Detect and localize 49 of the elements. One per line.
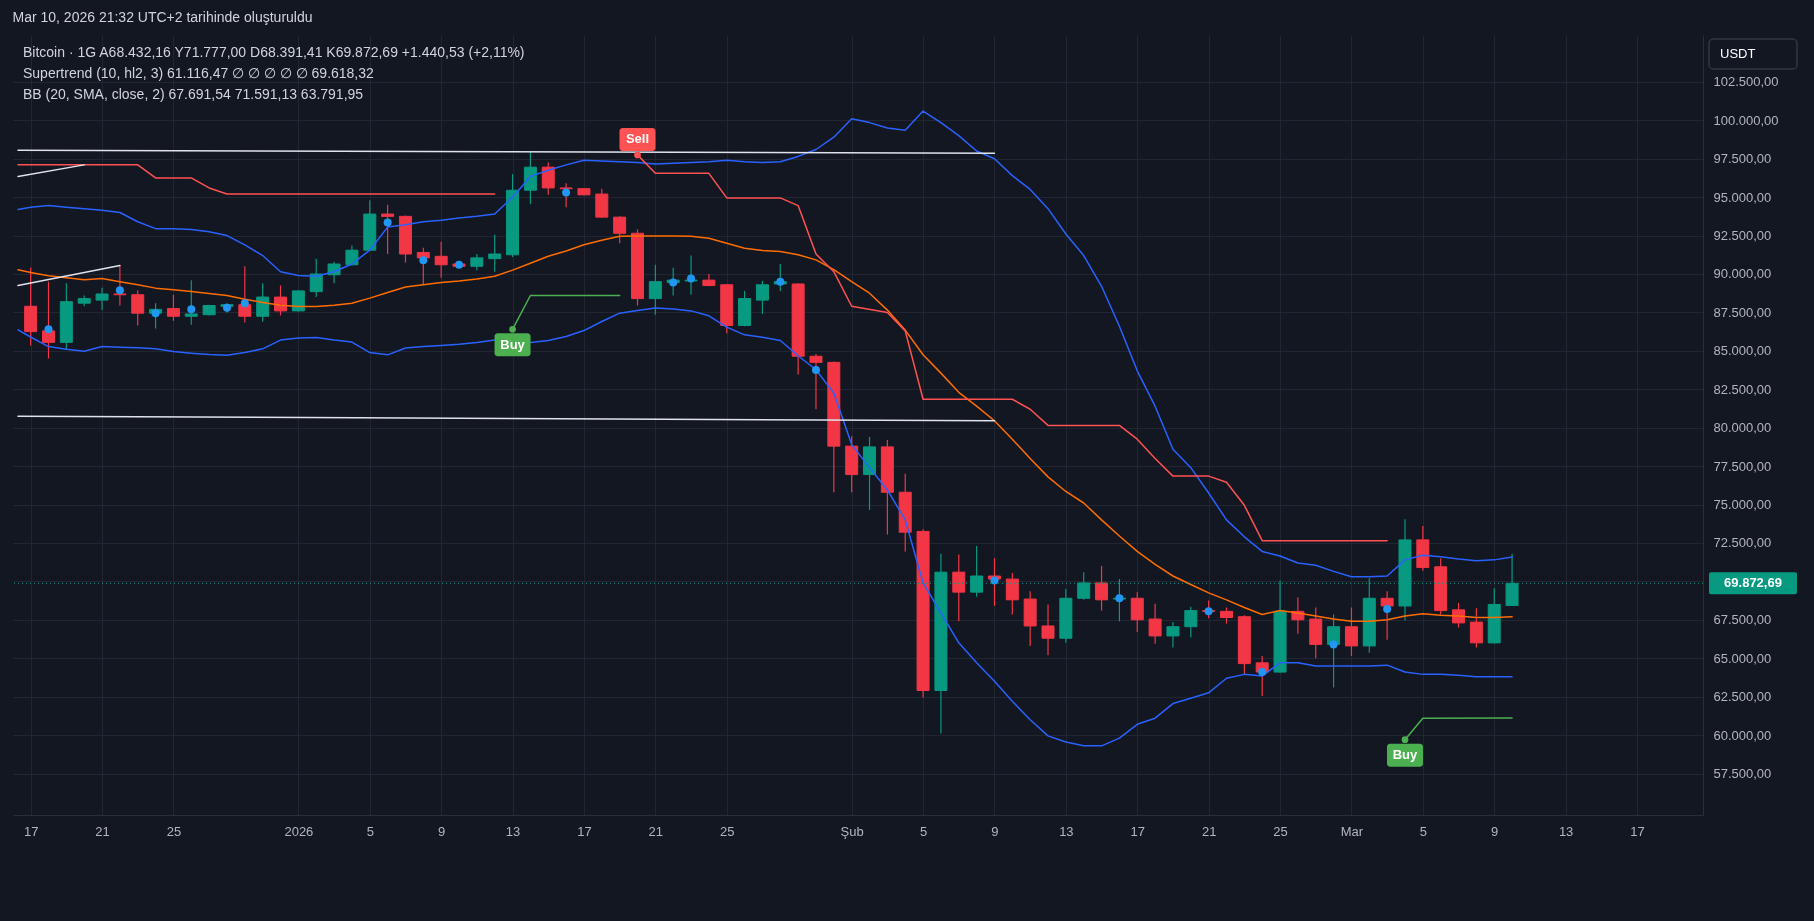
x-tick-label: 17 [577,823,592,839]
annotation: Supertrend (10, hl2, 3) 61.116,47 ∅ ∅ ∅ ∅ ∅ 69.618,32 [23,65,375,81]
y-tick-label: 90.000,00 [1713,266,1772,282]
y-tick-label: 97.500,00 [1713,151,1772,167]
ref-line-label: 69.872,69 [1724,575,1782,591]
annotation: Sell [625,131,650,147]
y-tick-label: 72.500,00 [1713,535,1772,551]
y-tick-label: 77.500,00 [1713,458,1772,474]
x-tick-label: 13 [1059,823,1074,839]
x-tick-label: 17 [1130,823,1145,839]
y-tick-label: 75.000,00 [1713,497,1772,513]
y-tick-label: 87.500,00 [1713,304,1772,320]
y-tick-label: 85.000,00 [1713,343,1772,359]
y-tick-label: 80.000,00 [1713,420,1772,436]
x-tick-label: 5 [919,823,928,839]
x-tick-label: 25 [1273,823,1288,839]
annotation: BB (20, SMA, close, 2) 67.691,54 71.591,13 63.791,95 [23,86,364,102]
x-tick-label: Mar [1340,823,1364,839]
x-tick-label: 21 [648,823,664,839]
x-tick-label: 13 [505,823,521,839]
y-tick-label: 102.500,00 [1713,74,1779,90]
x-tick-label: 21 [1201,823,1217,839]
y-tick-label: 82.500,00 [1713,381,1772,397]
annotation: Buy [500,336,526,352]
x-tick-label: 13 [1558,823,1574,839]
x-tick-label: 25 [720,823,735,839]
y-tick-label: 95.000,00 [1713,189,1772,205]
x-tick-label: 9 [991,823,999,839]
y-tick-label: 67.500,00 [1713,612,1772,628]
x-tick-label: Şub [840,823,864,839]
y-axis-title: USDT [1720,46,1756,61]
x-tick-label: 2026 [284,823,314,839]
y-tick-label: 57.500,00 [1713,766,1772,781]
x-tick-label: 9 [438,823,446,839]
x-tick-label: 9 [1491,823,1499,839]
y-tick-label: 62.500,00 [1713,689,1772,705]
x-tick-label: 21 [95,823,110,839]
x-tick-label: 17 [1630,823,1645,839]
chart-title: Mar 10, 2026 21:32 UTC+2 tarihinde oluşturuldu [12,9,313,25]
y-tick-label: 92.500,00 [1713,228,1772,244]
y-tick-label: 65.000,00 [1713,650,1772,666]
annotation: Bitcoin · 1G A68.432,16 Y71.777,00 D68.391,41 K69.872,69 +1.440,53 (+2,11%) [23,44,525,60]
x-tick-label: 5 [366,823,374,839]
x-tick-label: 5 [1419,823,1427,839]
annotation: Buy [1392,747,1419,763]
x-tick-label: 25 [166,823,182,839]
y-tick-label: 60.000,00 [1713,727,1772,743]
y-tick-label: 100.000,00 [1713,112,1779,128]
x-tick-label: 17 [23,823,39,839]
